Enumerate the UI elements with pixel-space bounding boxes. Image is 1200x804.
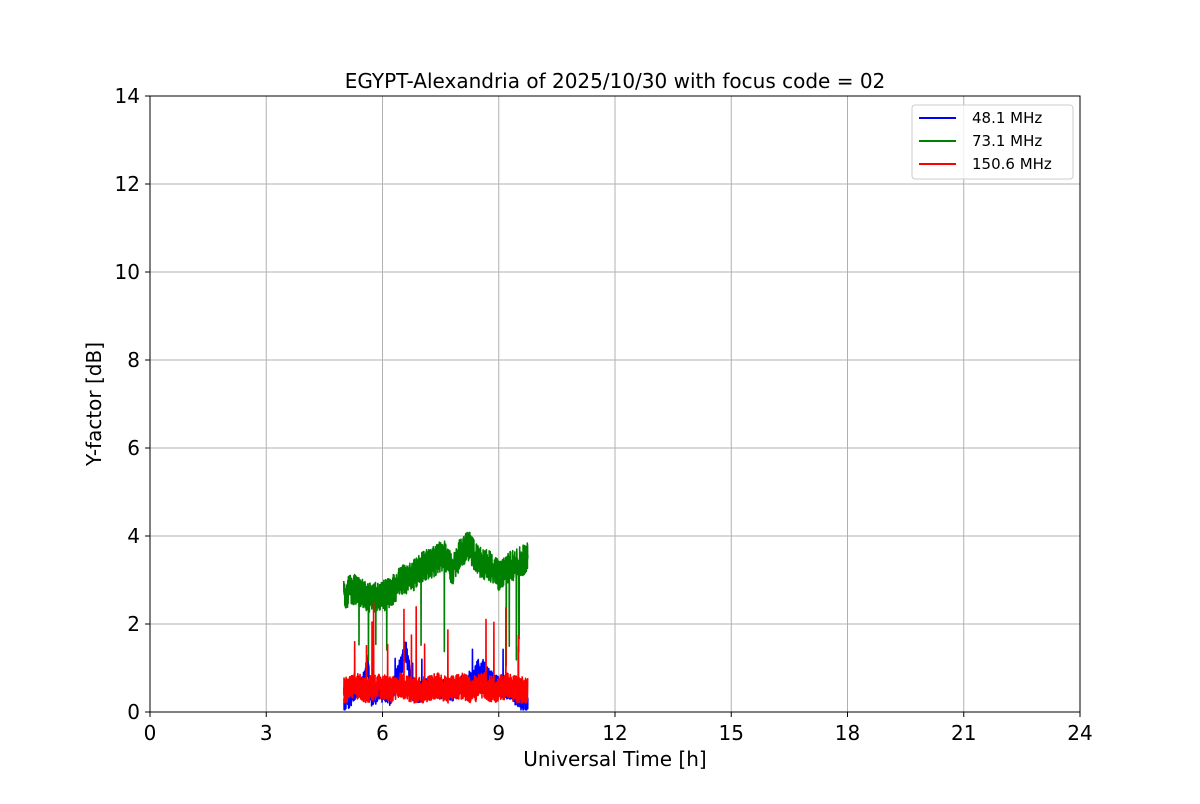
- y-tick-label: 14: [115, 84, 140, 108]
- x-tick-label: 0: [144, 721, 157, 745]
- y-tick-label: 12: [115, 172, 140, 196]
- series-line-2: [342, 601, 529, 704]
- y-tick-label: 2: [127, 612, 140, 636]
- legend-label: 150.6 MHz: [972, 155, 1052, 173]
- x-tick-label: 18: [835, 721, 860, 745]
- y-tick-label: 0: [127, 700, 140, 724]
- x-axis-label: Universal Time [h]: [523, 747, 706, 771]
- y-tick-label: 10: [115, 260, 140, 284]
- legend: 48.1 MHz 73.1 MHz 150.6 MHz: [911, 104, 1074, 180]
- x-tick-label: 3: [260, 721, 273, 745]
- legend-label: 48.1 MHz: [972, 109, 1042, 127]
- x-tick-label: 21: [951, 721, 976, 745]
- x-tick-label: 12: [602, 721, 627, 745]
- y-tick-label: 6: [127, 436, 140, 460]
- x-tick-label: 24: [1067, 721, 1092, 745]
- y-tick-label: 4: [127, 524, 140, 548]
- x-tick-label: 15: [719, 721, 744, 745]
- grid: [149, 95, 1081, 713]
- chart-title: EGYPT-Alexandria of 2025/10/30 with focu…: [345, 69, 886, 93]
- x-tick-label: 6: [376, 721, 389, 745]
- series-line-1: [342, 531, 529, 667]
- legend-label: 73.1 MHz: [972, 132, 1042, 150]
- legend-box: [911, 104, 1074, 180]
- x-tick-label: 9: [492, 721, 505, 745]
- y-axis-label: Y-factor [dB]: [82, 342, 106, 467]
- y-tick-label: 8: [127, 348, 140, 372]
- plot-series: [342, 531, 529, 711]
